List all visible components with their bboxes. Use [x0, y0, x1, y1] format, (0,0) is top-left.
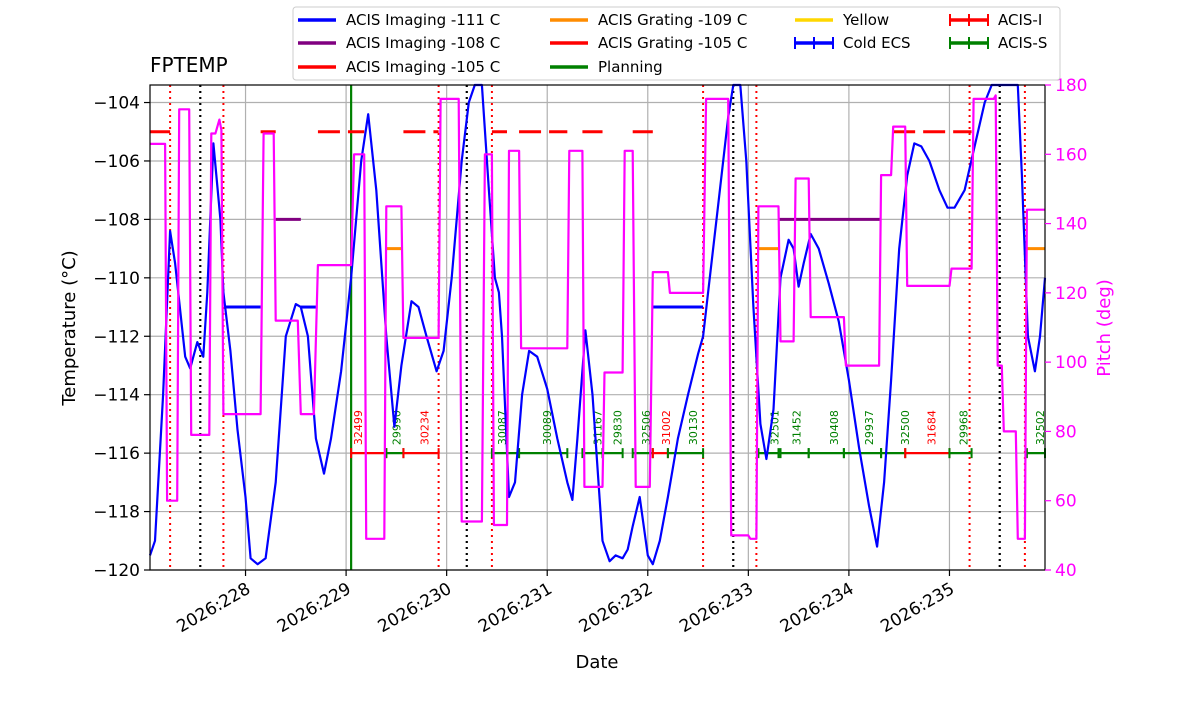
y-axis-ticks: −104 −106 −108 −110 −112 −114 −116 −118 −120 — [93, 94, 150, 581]
y2-tick-label: 60 — [1055, 492, 1077, 512]
obsid-label: 29830 — [612, 410, 625, 445]
obsid-label: 29968 — [958, 410, 971, 445]
obsid-label: 29937 — [863, 410, 876, 445]
y-tick-label: −118 — [93, 503, 140, 523]
y-tick-label: −110 — [93, 269, 140, 289]
chart-legend: ACIS Imaging -111 C ACIS Grating -109 C Ye… — [292, 6, 1061, 81]
y-tick-label: −108 — [93, 210, 140, 230]
fptemp-line — [148, 83, 1047, 566]
obsid-label: 30130 — [687, 410, 700, 445]
y-tick-label: −120 — [93, 561, 140, 581]
obsid-label: 30234 — [419, 410, 432, 445]
y2-tick-label: 40 — [1055, 561, 1077, 581]
chart-title: FPTEMP — [150, 53, 228, 77]
legend-label: ACIS Imaging -111 C — [346, 11, 500, 29]
y2-tick-label: 100 — [1055, 353, 1087, 373]
y2-tick-label: 180 — [1055, 76, 1087, 96]
y2-tick-label: 80 — [1055, 422, 1077, 442]
obsid-label: 32499 — [352, 410, 365, 445]
legend-label: ACIS Grating -105 C — [598, 34, 747, 52]
obsid-label: 32500 — [899, 410, 912, 445]
pitch-line — [150, 94, 1045, 540]
obsid-label: 31684 — [925, 410, 938, 445]
y-tick-label: −116 — [93, 444, 140, 464]
legend-label: Cold ECS — [843, 34, 911, 52]
y2-tick-label: 160 — [1055, 145, 1087, 165]
y2-axis-label: Pitch (deg) — [1094, 279, 1115, 377]
y-tick-label: −104 — [93, 94, 140, 114]
y-tick-label: −112 — [93, 327, 140, 347]
legend-label: ACIS Imaging -108 C — [346, 34, 500, 52]
legend-label: Planning — [598, 58, 663, 76]
y-tick-label: −114 — [93, 386, 140, 406]
legend-label: ACIS Grating -109 C — [598, 11, 747, 29]
y-tick-label: −106 — [93, 152, 140, 172]
obsid-label: 31002 — [660, 410, 673, 445]
plot-area-frame — [149, 84, 1046, 571]
temperature-limit-lines — [150, 130, 1045, 309]
obsid-label: 31452 — [791, 410, 804, 445]
obsid-label: 30089 — [541, 410, 554, 445]
y-axis-label: Temperature (°C) — [59, 250, 80, 406]
legend-label: Yellow — [842, 11, 889, 29]
obsid-label: 32502 — [1034, 410, 1047, 445]
legend-label: ACIS-S — [998, 34, 1047, 52]
legend-label: ACIS-I — [998, 11, 1042, 29]
data-series — [148, 83, 1047, 566]
obsid-label: 30408 — [828, 410, 841, 445]
x-axis-label: Date — [575, 652, 618, 673]
legend-box — [292, 6, 1061, 81]
y2-tick-label: 120 — [1055, 284, 1087, 304]
event-vertical-lines — [169, 85, 1026, 570]
y2-axis-ticks: 180 160 140 120 100 80 60 40 — [1045, 76, 1087, 581]
legend-label: ACIS Imaging -105 C — [346, 58, 500, 76]
y2-tick-label: 140 — [1055, 215, 1087, 235]
